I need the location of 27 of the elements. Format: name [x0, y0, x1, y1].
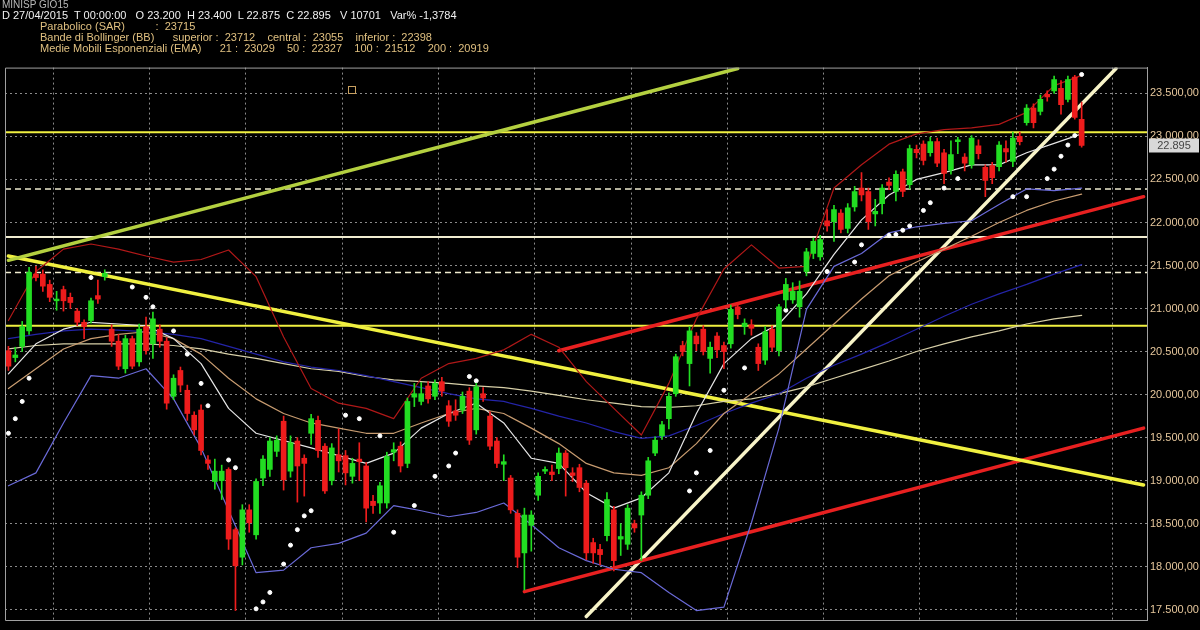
candlestick [95, 279, 101, 304]
y-tick-label: 22.000,00 [1150, 215, 1199, 228]
chart-subtitle: D 27/04/2015 T 00:00:00 O 23.200 H 23.400 L 22.875 C 22.895 V 10701 Var% -1,3784 [2, 9, 458, 21]
y-tick-label: 21.000,00 [1150, 301, 1199, 314]
y-tick-label: 20.000,00 [1150, 387, 1199, 400]
y-tick-label: 19.000,00 [1150, 473, 1199, 486]
candlestick [549, 464, 555, 481]
y-tick-label: 23.500,00 [1150, 86, 1199, 99]
text: Parabolico (SAR) : 23715 [39, 20, 196, 32]
text: Medie Mobili Esponenziali (EMA) 21 : 23029 50 : 22327 100 : 21512 200 : 20919 [39, 42, 489, 54]
y-tick-label: 18.500,00 [1150, 516, 1199, 529]
candlestick [356, 442, 363, 481]
candlestick [954, 136, 961, 154]
candlestick [500, 454, 507, 481]
y-tick-label: 19.500,00 [1150, 430, 1199, 443]
text: Bande di Bollinger (BB) superior : 23712 central : 23055 inferior : 22398 [39, 31, 432, 43]
candlestick [1003, 140, 1009, 163]
candlestick [205, 455, 211, 470]
y-tick-label: 17.500,00 [1150, 602, 1199, 615]
candlestick [872, 198, 879, 227]
y-tick-label: 18.000,00 [1150, 559, 1199, 572]
y-tick-label: 22.500,00 [1150, 172, 1199, 185]
y-tick-label: 21.500,00 [1150, 258, 1199, 271]
y-tick-label: 20.500,00 [1150, 344, 1199, 357]
chart-title: MINISP GIO15 [2, 0, 70, 10]
candlestick [390, 442, 397, 462]
candlestick [12, 346, 19, 363]
